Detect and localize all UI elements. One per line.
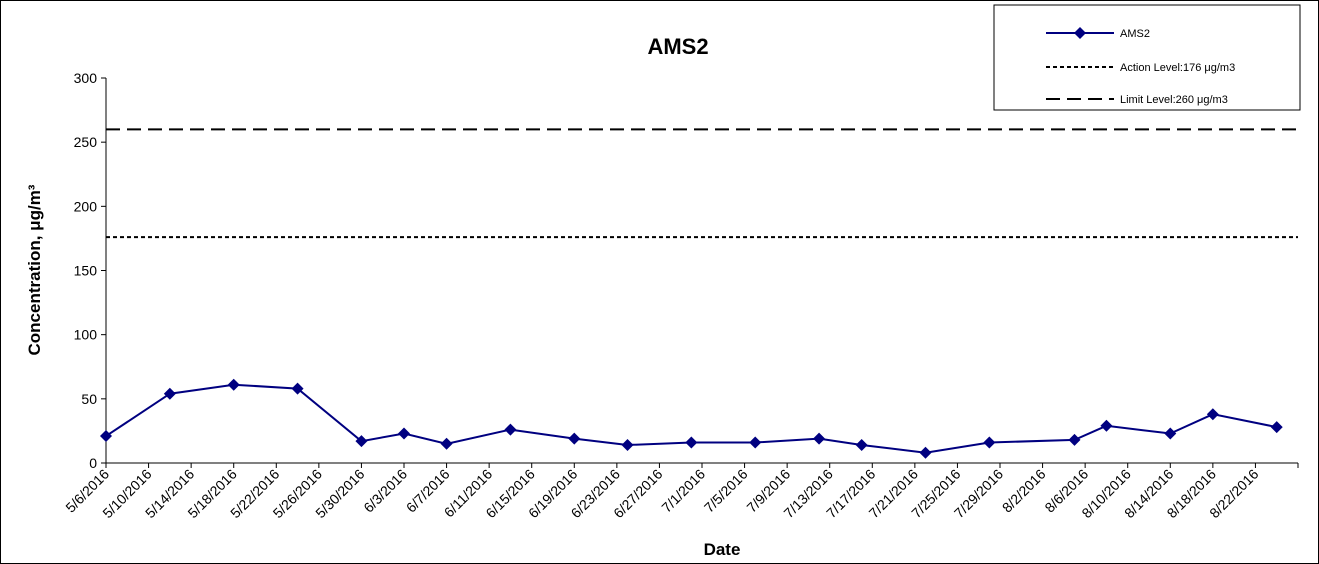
chart-title: AMS2 [647,34,708,59]
ams2-data-point [227,378,240,391]
ams2-data-point [621,439,634,452]
x-tick-label: 7/5/2016 [701,466,751,516]
y-tick-label: 150 [74,263,98,279]
y-tick-label: 0 [89,455,97,471]
ams2-data-point [749,436,762,449]
ams2-data-point [568,432,581,445]
ams2-data-point [440,437,453,450]
legend-label-limit-level: Limit Level:260 μg/m3 [1120,94,1228,106]
x-tick-label: 6/3/2016 [360,466,410,516]
legend-label-action-level: Action Level:176 μg/m3 [1120,62,1235,74]
ams2-data-point [398,427,410,440]
y-axis-title: Concentration, μg/m³ [25,184,44,355]
ams2-series [100,378,1283,459]
axes [105,78,1298,464]
y-tick-label: 250 [74,134,98,150]
ams2-data-point [685,436,698,449]
ams2-data-point [163,387,176,400]
ams2-data-point [983,436,996,449]
ams2-data-point [919,446,932,459]
reference-lines [106,128,1298,239]
x-axis-title: Date [704,540,741,559]
x-axis-ticks: 5/6/20165/10/20165/14/20165/18/20165/22/… [62,463,1299,521]
ams2-data-point [100,430,112,443]
ams2-data-point [1164,427,1177,440]
ams2-data-point [504,423,517,436]
y-tick-label: 200 [74,198,98,214]
ams2-data-point [291,382,304,395]
y-axis-ticks: 0 50 100 150 200 250 300 [74,70,106,471]
x-tick-label: 7/1/2016 [658,466,708,516]
y-tick-label: 300 [74,70,98,86]
legend: AMS2 Action Level:176 μg/m3 Limit Level:… [993,4,1301,111]
legend-marker-ams2 [1074,27,1086,39]
ams2-data-point [1270,421,1283,434]
legend-box [993,4,1301,111]
ams2-data-point [813,432,826,445]
legend-label-ams2: AMS2 [1120,28,1150,40]
ams2-data-point [1206,408,1219,421]
ams2-data-point [855,439,868,452]
y-tick-label: 50 [81,391,97,407]
x-tick-label: 8/2/2016 [999,466,1049,516]
ams2-data-point [1068,433,1081,446]
ams2-data-point [1100,419,1113,432]
ams2-data-point [355,435,368,448]
y-tick-label: 100 [74,327,98,343]
